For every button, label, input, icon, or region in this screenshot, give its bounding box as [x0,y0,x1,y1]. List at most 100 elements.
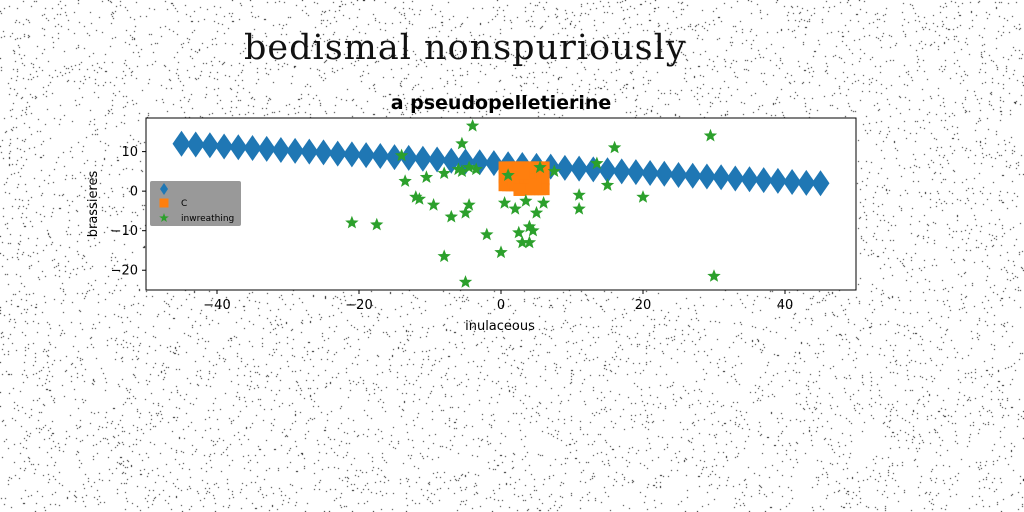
data-point-diamond [811,170,830,197]
data-point-diamond [754,167,773,194]
x-tick-label: −20 [345,298,372,313]
figure-suptitle: bedismal nonspuriously [244,28,687,68]
data-point-star [526,223,540,237]
data-point-star [707,269,721,282]
data-point-star [607,140,622,154]
y-tick-label: −20 [111,264,138,279]
data-point-star [519,194,533,207]
data-point-star [469,162,483,176]
data-point-star [536,196,551,209]
x-tick-label: 40 [777,298,794,313]
data-point-star [437,249,451,263]
data-point-star [398,174,412,187]
data-point-diamond [641,159,660,186]
chart-title: a pseudopelletierine [391,92,612,114]
data-point-diamond [669,161,688,188]
data-point-star [522,219,537,233]
y-tick-label: 10 [121,145,138,160]
data-point-star [590,156,604,170]
data-point-star [444,209,458,223]
data-point-star [394,148,409,162]
data-point-diamond [712,164,731,191]
data-point-star [437,166,451,179]
data-point-star [533,160,547,174]
data-point-star [455,164,469,177]
data-point-star [458,275,473,288]
legend-label: inwreathing [181,214,234,224]
data-point-diamond [697,163,716,190]
data-point-star [465,118,480,132]
data-point-diamond [314,139,333,166]
data-point-star [636,190,650,203]
data-point-diamond [371,142,390,169]
legend-marker-square [159,198,169,208]
data-point-star [462,198,476,211]
data-point-diamond [357,142,376,169]
data-point-star [455,136,469,150]
data-point-diamond [200,132,219,159]
data-point-diamond [243,135,262,162]
data-point-star [572,201,586,215]
data-point-diamond [768,167,787,194]
data-point-star [462,160,476,174]
data-point-diamond [385,144,404,171]
data-point-diamond [271,137,290,164]
data-point-star [345,215,359,229]
data-point-star [508,201,522,215]
legend-marker-star [159,213,169,222]
data-point-diamond [555,154,574,181]
data-point-star [600,178,615,191]
data-point-diamond [413,145,432,172]
data-point-star [497,196,512,209]
data-point-diamond [655,160,674,187]
data-point-star [419,170,434,183]
data-point-star [412,192,426,205]
data-point-star [480,227,494,241]
data-point-star [547,164,561,177]
data-point-diamond [598,157,617,184]
data-point-star [515,235,529,249]
chart-marks [172,118,830,288]
data-point-diamond [612,158,631,185]
data-point-diamond [570,155,589,182]
data-point-diamond [300,138,319,165]
data-point-diamond [740,166,759,193]
data-point-diamond [626,159,645,186]
x-axis: −40 −20 0 20 40 [203,290,793,313]
data-point-diamond [726,165,745,192]
data-point-star [703,128,718,142]
legend-box [150,181,241,226]
data-point-diamond [683,162,702,189]
data-point-star [522,235,537,249]
data-point-diamond [215,133,234,160]
data-point-diamond [257,135,276,162]
data-point-star [529,205,544,219]
data-point-diamond [186,131,205,158]
data-point-diamond [428,146,447,173]
data-point-square [536,168,549,181]
y-axis: −20 −10 0 10 [111,145,146,279]
x-tick-label: 20 [635,298,652,313]
data-point-diamond [342,141,361,168]
data-point-star [501,168,515,181]
data-point-square [513,183,526,196]
data-point-star [572,188,586,201]
data-point-star [458,205,473,219]
data-point-star [409,190,423,203]
data-point-square [517,167,530,180]
data-point-diamond [399,144,418,171]
data-point-star [426,198,441,211]
y-axis-label: brassieres [86,171,101,238]
data-point-diamond [484,150,503,177]
data-point-star [370,217,384,231]
x-axis-label: inulaceous [465,319,535,334]
x-tick-label: 0 [497,298,505,313]
data-point-star [512,225,526,239]
legend-marker-diamond [160,183,168,195]
data-point-diamond [172,130,191,157]
data-point-diamond [783,169,802,196]
data-point-diamond [286,137,305,164]
y-tick-label: 0 [130,185,138,200]
x-tick-label: −40 [203,298,230,313]
